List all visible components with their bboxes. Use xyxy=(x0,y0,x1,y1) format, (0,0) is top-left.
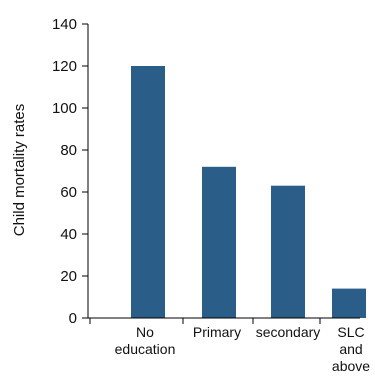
y-axis-ticks: 0 20 40 60 80 100 120 140 xyxy=(52,16,88,327)
y-tick-label: 80 xyxy=(60,142,77,159)
bar xyxy=(202,166,236,318)
x-tick-label: Primary xyxy=(193,324,241,340)
x-tick-label: secondary xyxy=(256,324,321,340)
x-tick-label: and xyxy=(339,341,362,357)
x-tick-label: above xyxy=(332,358,370,371)
x-tick-label: SLC xyxy=(337,324,364,340)
x-tick-label: No xyxy=(136,324,154,340)
y-tick-label: 0 xyxy=(69,310,77,327)
y-tick-label: 100 xyxy=(52,100,77,117)
bar xyxy=(271,185,305,318)
y-tick-label: 60 xyxy=(60,184,77,201)
y-tick-label: 120 xyxy=(52,58,77,75)
y-tick-label: 20 xyxy=(60,268,77,285)
bar xyxy=(332,288,366,318)
bar xyxy=(131,66,165,318)
bars xyxy=(131,66,366,318)
y-tick-label: 40 xyxy=(60,226,77,243)
y-axis-label: Child mortality rates xyxy=(11,104,28,237)
y-tick-label: 140 xyxy=(52,16,77,33)
x-tick-label: education xyxy=(115,341,176,357)
